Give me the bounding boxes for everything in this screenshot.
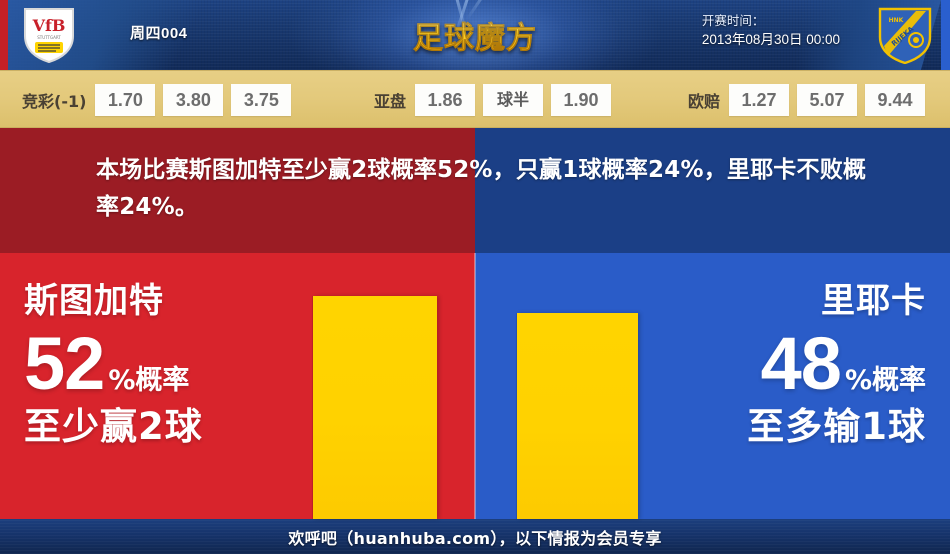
odds-group-label: 欧赔: [688, 92, 721, 111]
center-divider: [474, 253, 476, 519]
home-probability-bar: [313, 296, 437, 519]
odds-bar: 竞彩(-1) 1.70 3.80 3.75 亚盘 1.86 球半 1.90 欧赔…: [0, 70, 950, 128]
odds-cell-oupei-2[interactable]: 5.07: [797, 84, 858, 116]
odds-cell-jingcai-3[interactable]: 3.75: [231, 84, 292, 116]
summary-banner-left-half: [0, 128, 475, 253]
odds-cell-yapan-handicap[interactable]: 球半: [483, 84, 544, 116]
away-outcome-label: 至多输1球: [747, 405, 926, 448]
home-outcome-label: 至少赢2球: [24, 405, 203, 448]
home-probability-suffix: %概率: [108, 365, 190, 396]
header-left-red-edge: [0, 0, 8, 70]
match-number: 周四004: [130, 25, 188, 42]
home-badge-initials-text: VfB: [32, 16, 66, 35]
home-probability-value: 52: [24, 322, 105, 405]
header-bar: VfB STUTTGART 周四004 足球魔方 开赛时间： 2013年08月3…: [0, 0, 950, 70]
odds-cell-oupei-3[interactable]: 9.44: [865, 84, 926, 116]
summary-banner: 本场比赛斯图加特至少赢2球概率52%，只赢1球概率24%，里耶卡不败概率24%。: [0, 128, 950, 253]
footer-bar: 欢呼吧（huanhuba.com），以下情报为会员专享: [0, 519, 950, 554]
away-badge-top-text: HNK: [889, 17, 904, 24]
odds-group-oupei: 欧赔 1.27 5.07 9.44: [688, 71, 933, 129]
footer-promo-text: 欢呼吧（huanhuba.com），以下情报为会员专享: [288, 528, 662, 548]
home-team-badge-icon: VfB STUTTGART: [22, 6, 76, 64]
home-team-name: 斯图加特: [24, 281, 164, 321]
odds-group-label: 亚盘: [374, 92, 407, 111]
odds-group-label: 竞彩(-1): [22, 92, 87, 111]
away-probability-row: 48 %概率: [638, 327, 926, 401]
away-stat-block: 里耶卡 48 %概率 至多输1球: [638, 253, 950, 449]
kickoff-label: 开赛时间：: [701, 14, 765, 28]
home-stat-block: 斯图加特 52 %概率 至少赢2球: [0, 253, 313, 449]
home-probability-row: 52 %概率: [24, 327, 313, 401]
away-team-name: 里耶卡: [821, 281, 926, 321]
site-brand-logo: 足球魔方: [413, 13, 537, 57]
odds-cell-yapan-away[interactable]: 1.90: [551, 84, 612, 116]
odds-cell-jingcai-2[interactable]: 3.80: [163, 84, 224, 116]
odds-cell-oupei-1[interactable]: 1.27: [729, 84, 790, 116]
odds-group-jingcai: 竞彩(-1) 1.70 3.80 3.75: [22, 71, 299, 129]
away-probability-value: 48: [760, 322, 842, 405]
away-probability-bar: [517, 313, 638, 519]
summary-banner-right-half: [475, 128, 950, 253]
home-badge-sub-text: STUTTGART: [37, 35, 61, 40]
header-right-blue-edge: [941, 0, 950, 70]
odds-cell-yapan-home[interactable]: 1.86: [415, 84, 476, 116]
probability-comparison-chart: 斯图加特 52 %概率 至少赢2球 里耶卡 48 %概率 至多输1球: [0, 253, 950, 519]
kickoff-value: 2013年08月30日 00:00: [701, 32, 840, 47]
summary-banner-text: 本场比赛斯图加特至少赢2球概率52%，只赢1球概率24%，里耶卡不败概率24%。: [96, 157, 867, 220]
header-center-glow: [330, 0, 620, 70]
kickoff-time-block: 开赛时间： 2013年08月30日 00:00: [702, 12, 840, 50]
odds-group-yapan: 亚盘 1.86 球半 1.90: [374, 71, 619, 129]
odds-cell-jingcai-1[interactable]: 1.70: [95, 84, 156, 116]
away-team-badge-icon: HNK RIJEKA: [876, 6, 934, 65]
away-probability-suffix: %概率: [844, 365, 926, 396]
